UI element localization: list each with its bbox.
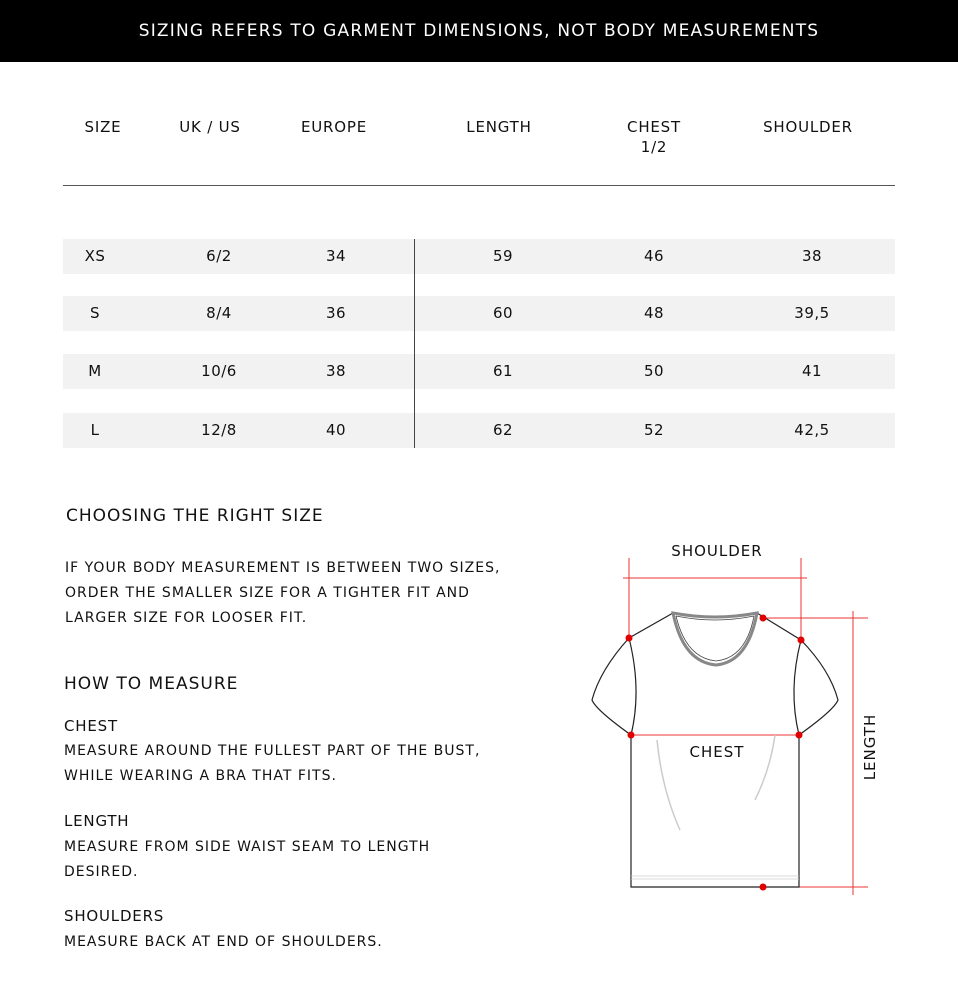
table-cell: 10/6 bbox=[201, 362, 237, 380]
header-chest: CHEST 1/2 bbox=[627, 117, 681, 157]
table-cell: 61 bbox=[492, 362, 514, 380]
table-cell: 50 bbox=[643, 362, 665, 380]
table-cell: L bbox=[90, 421, 100, 439]
table-cell: 38 bbox=[801, 247, 823, 265]
table-row: M 10/6 38 61 50 41 bbox=[63, 354, 895, 389]
length-text: MEASURE FROM SIDE WAIST SEAM TO LENGTH D… bbox=[64, 835, 554, 885]
table-cell: 34 bbox=[325, 247, 347, 265]
chest-line: MEASURE AROUND THE FULLEST PART OF THE B… bbox=[64, 743, 481, 759]
table-cell: 60 bbox=[492, 304, 514, 322]
header-uk-us: UK / US bbox=[179, 118, 241, 136]
table-cell: 38 bbox=[325, 362, 347, 380]
header-divider bbox=[63, 185, 895, 186]
chest-line: WHILE WEARING A BRA THAT FITS. bbox=[64, 768, 337, 784]
table-cell: 41 bbox=[801, 362, 823, 380]
table-row: L 12/8 40 62 52 42,5 bbox=[63, 413, 895, 448]
measure-lines bbox=[623, 558, 868, 895]
choosing-title: CHOOSING THE RIGHT SIZE bbox=[66, 506, 324, 526]
choosing-text: IF YOUR BODY MEASUREMENT IS BETWEEN TWO … bbox=[65, 556, 555, 631]
shoulders-text: MEASURE BACK AT END OF SHOULDERS. bbox=[64, 930, 554, 955]
header-chest-label: CHEST bbox=[627, 118, 681, 136]
table-cell: 59 bbox=[492, 247, 514, 265]
choosing-line: LARGER SIZE FOR LOOSER FIT. bbox=[65, 610, 308, 626]
table-cell: 6/2 bbox=[206, 247, 232, 265]
header-chest-sub: 1/2 bbox=[640, 138, 668, 156]
shoulders-line: MEASURE BACK AT END OF SHOULDERS. bbox=[64, 934, 383, 950]
chest-label: CHEST bbox=[690, 743, 745, 761]
table-cell: 40 bbox=[325, 421, 347, 439]
header-shoulder: SHOULDER bbox=[763, 118, 853, 136]
table-row: S 8/4 36 60 48 39,5 bbox=[63, 296, 895, 331]
table-cell: 62 bbox=[492, 421, 514, 439]
table-cell: 8/4 bbox=[206, 304, 232, 322]
sizing-banner: SIZING REFERS TO GARMENT DIMENSIONS, NOT… bbox=[0, 0, 958, 62]
chest-title: CHEST bbox=[64, 717, 118, 735]
table-cell: 36 bbox=[325, 304, 347, 322]
chest-text: MEASURE AROUND THE FULLEST PART OF THE B… bbox=[64, 739, 554, 789]
table-cell: 46 bbox=[643, 247, 665, 265]
length-label: LENGTH bbox=[861, 714, 879, 781]
table-row: XS 6/2 34 59 46 38 bbox=[63, 239, 895, 274]
table-cell: S bbox=[89, 304, 101, 322]
table-cell: 39,5 bbox=[794, 304, 830, 322]
measure-title: HOW TO MEASURE bbox=[64, 674, 239, 694]
shoulders-title: SHOULDERS bbox=[64, 907, 165, 925]
tshirt-outline bbox=[591, 611, 839, 888]
length-line: DESIRED. bbox=[64, 864, 139, 880]
shoulder-label: SHOULDER bbox=[671, 542, 762, 560]
table-cell: 12/8 bbox=[201, 421, 237, 439]
table-cell: 52 bbox=[643, 421, 665, 439]
measure-points bbox=[625, 614, 805, 891]
choosing-line: IF YOUR BODY MEASUREMENT IS BETWEEN TWO … bbox=[65, 560, 501, 576]
choosing-line: ORDER THE SMALLER SIZE FOR A TIGHTER FIT… bbox=[65, 585, 470, 601]
table-cell: XS bbox=[84, 247, 106, 265]
table-cell: 42,5 bbox=[794, 421, 830, 439]
table-cell: M bbox=[88, 362, 102, 380]
header-size: SIZE bbox=[84, 118, 122, 136]
header-europe: EUROPE bbox=[300, 118, 368, 136]
table-cell: 48 bbox=[643, 304, 665, 322]
header-length: LENGTH bbox=[466, 118, 532, 136]
length-line: MEASURE FROM SIDE WAIST SEAM TO LENGTH bbox=[64, 839, 431, 855]
length-title: LENGTH bbox=[64, 812, 130, 830]
column-divider bbox=[414, 239, 415, 448]
tshirt-diagram: SHOULDER CHEST LENGTH bbox=[591, 542, 879, 895]
